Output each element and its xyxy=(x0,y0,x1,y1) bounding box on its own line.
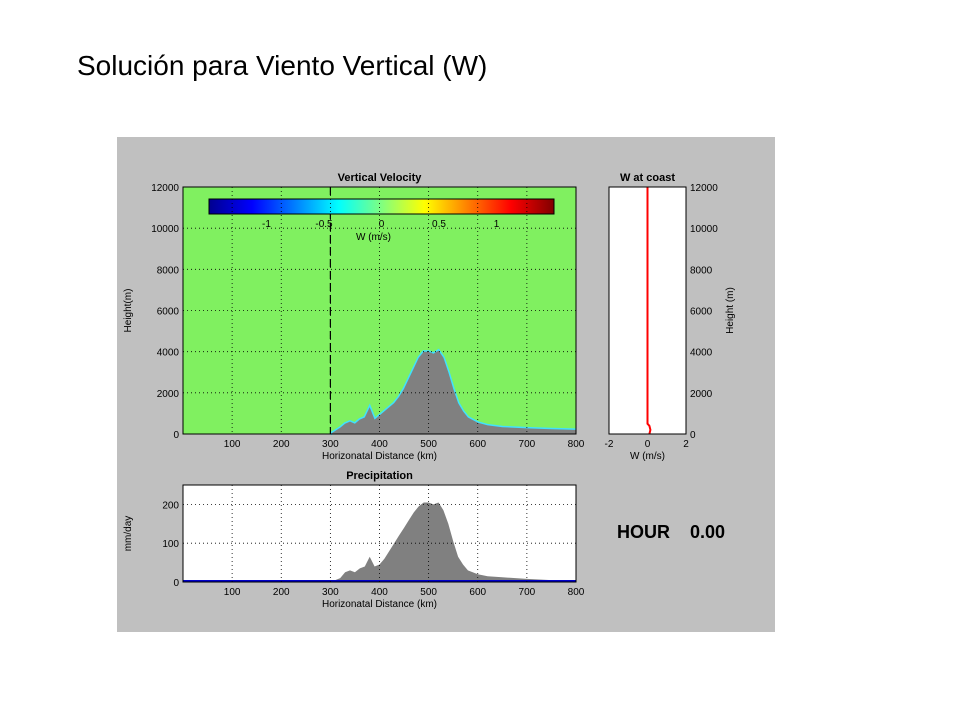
figure-panel: -1 -0.5 0 0.5 1 W (m/s) 100 200 300 400 500 600 700 8… xyxy=(117,137,775,632)
vv-xlabel: Horizonatal Distance (km) xyxy=(322,451,437,462)
colorbar-label: W (m/s) xyxy=(356,232,391,243)
colorbar-tick-label: -1 xyxy=(262,219,271,230)
vv-ylabel: Height(m) xyxy=(123,289,134,333)
colorbar-tick-label: 0.5 xyxy=(432,219,446,230)
vv-xtick-label: 500 xyxy=(420,439,437,450)
colorbar-tick-label: 1 xyxy=(494,219,500,230)
wc-ytick-label: 2000 xyxy=(690,389,713,400)
pr-ytick-label: 100 xyxy=(162,539,179,550)
colorbar xyxy=(208,198,555,215)
wc-title: W at coast xyxy=(620,172,675,184)
wc-ytick-label: 6000 xyxy=(690,307,713,318)
wc-frame xyxy=(608,186,687,435)
vv-xtick-label: 200 xyxy=(273,439,290,450)
vv-terrain xyxy=(330,350,576,434)
hour-value: 0.00 xyxy=(690,522,726,542)
pr-xtick-label: 400 xyxy=(371,587,388,598)
wc-series-line xyxy=(646,187,652,435)
vv-ytick-label: 2000 xyxy=(157,389,180,400)
vv-xtick-label: 400 xyxy=(371,439,388,450)
pr-ylabel: mm/day xyxy=(123,516,134,552)
pr-xtick-label: 700 xyxy=(519,587,536,598)
wc-xtick-label: -2 xyxy=(605,439,614,450)
vv-xtick-label: 600 xyxy=(469,439,486,450)
vv-xtick-label: 100 xyxy=(224,439,241,450)
wc-ytick-label: 10000 xyxy=(690,224,718,235)
vv-xtick-label: 300 xyxy=(322,439,339,450)
pr-ytick-label: 200 xyxy=(162,500,179,511)
wc-ytick-label: 12000 xyxy=(690,183,718,194)
vv-xtick-label: 700 xyxy=(519,439,536,450)
pr-title: Precipitation xyxy=(346,470,413,482)
vv-ytick-label: 4000 xyxy=(157,348,180,359)
hour-readout: HOUR 0.00 xyxy=(617,522,725,543)
figure-svg: -1 -0.5 0 0.5 1W (m/s)100 200 300 400 500 600 700 8… xyxy=(123,172,736,610)
pr-xtick-label: 500 xyxy=(420,587,437,598)
pr-xtick-label: 800 xyxy=(568,587,585,598)
vv-ytick-label: 10000 xyxy=(151,224,179,235)
pr-ytick-label: 0 xyxy=(173,578,179,589)
vv-title: Vertical Velocity xyxy=(338,172,423,184)
colorbar-tick-label: 0 xyxy=(379,219,385,230)
pr-xtick-label: 200 xyxy=(273,587,290,598)
wc-ytick-label: 0 xyxy=(690,430,696,441)
colorbar-tick-label: -0.5 xyxy=(315,219,333,230)
vv-xtick-label: 800 xyxy=(568,439,585,450)
hour-label: HOUR xyxy=(617,522,670,542)
pr-xtick-label: 600 xyxy=(469,587,486,598)
vv-ytick-label: 8000 xyxy=(157,265,180,276)
wc-xtick-label: 0 xyxy=(645,439,651,450)
vv-ytick-label: 0 xyxy=(173,430,179,441)
pr-xlabel: Horizonatal Distance (km) xyxy=(322,599,437,610)
pr-xtick-label: 300 xyxy=(322,587,339,598)
vv-ytick-label: 6000 xyxy=(157,307,180,318)
wc-ytick-label: 4000 xyxy=(690,348,713,359)
pr-xtick-label: 100 xyxy=(224,587,241,598)
vv-ytick-label: 12000 xyxy=(151,183,179,194)
wc-ylabel: Height (m) xyxy=(725,287,736,334)
wc-xlabel: W (m/s) xyxy=(630,451,665,462)
wc-ytick-label: 8000 xyxy=(690,265,713,276)
wc-xtick-label: 2 xyxy=(683,439,689,450)
pr-area xyxy=(330,502,576,582)
slide-title: Solución para Viento Vertical (W) xyxy=(77,50,488,81)
